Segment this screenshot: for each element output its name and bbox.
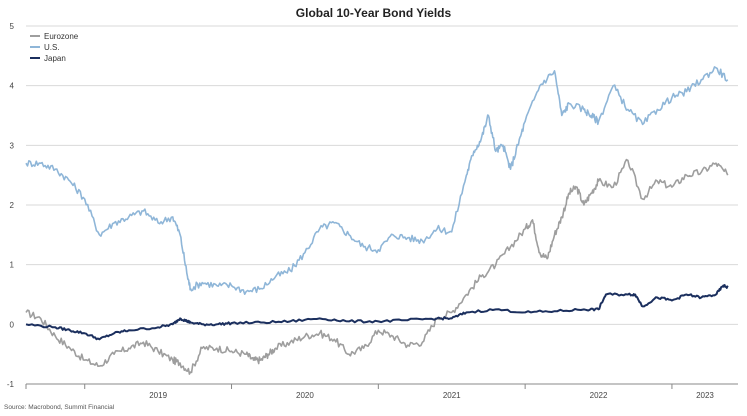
y-tick-label-3: 3 xyxy=(10,141,15,150)
chart-title: Global 10-Year Bond Yields xyxy=(295,6,452,20)
x-tick-label-2020: 2020 xyxy=(296,391,314,400)
source-note: Source: Macrobond, Summit Financial xyxy=(4,404,115,411)
x-tick-label-2022: 2022 xyxy=(590,391,608,400)
x-tick-label-2019: 2019 xyxy=(149,391,167,400)
x-tick-label-2021: 2021 xyxy=(443,391,461,400)
y-tick-label-4: 4 xyxy=(10,82,15,91)
y-tick-label-5: 5 xyxy=(10,22,15,31)
legend-label-japan: Japan xyxy=(44,54,66,63)
y-tick-label-0: 0 xyxy=(10,320,15,329)
x-tick-label-2023: 2023 xyxy=(696,391,714,400)
series-line-u-s xyxy=(25,66,729,296)
y-tick-label--1: -1 xyxy=(7,380,15,389)
legend-label-u-s: U.S. xyxy=(44,43,60,52)
legend-label-eurozone: Eurozone xyxy=(44,32,79,41)
y-tick-label-1: 1 xyxy=(10,261,15,270)
series-line-eurozone xyxy=(25,158,729,375)
series-line-japan xyxy=(25,284,729,341)
y-tick-label-2: 2 xyxy=(10,201,15,210)
